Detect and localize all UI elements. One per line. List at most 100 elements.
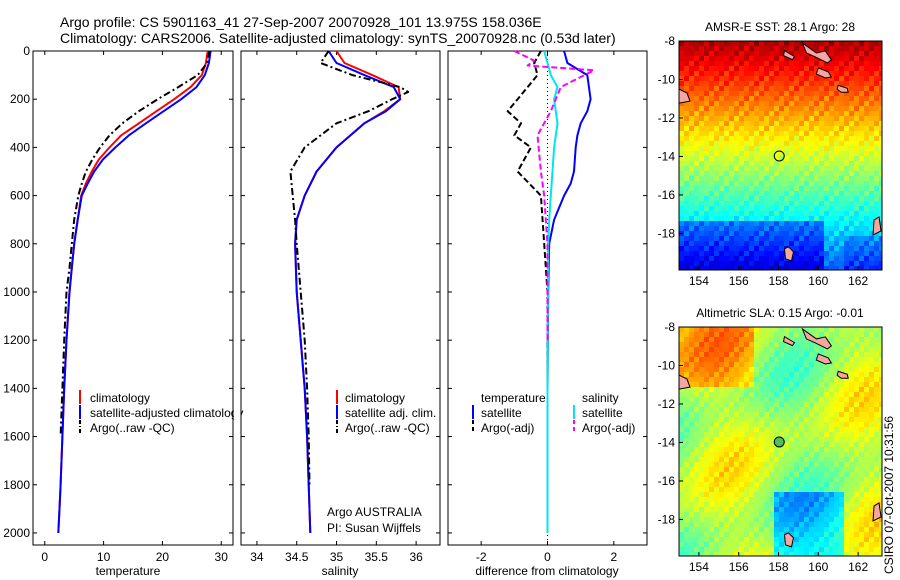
heat-cell bbox=[694, 41, 700, 47]
heat-cell bbox=[684, 191, 690, 197]
heat-cell bbox=[704, 151, 710, 157]
heat-cell bbox=[859, 402, 865, 408]
heat-cell bbox=[749, 337, 755, 343]
heat-cell bbox=[804, 66, 810, 72]
heat-cell bbox=[774, 121, 780, 127]
heat-cell bbox=[679, 347, 685, 353]
heat-cell bbox=[754, 231, 760, 237]
heat-cell bbox=[839, 337, 845, 343]
heat-cell bbox=[719, 81, 725, 87]
heat-cell bbox=[699, 201, 705, 207]
heat-cell bbox=[794, 41, 800, 47]
heat-cell bbox=[779, 462, 785, 468]
heat-cell bbox=[754, 407, 760, 413]
heat-cell bbox=[864, 382, 870, 388]
heat-cell bbox=[739, 176, 745, 182]
heat-cell bbox=[769, 387, 775, 393]
heat-cell bbox=[829, 221, 835, 227]
heat-cell bbox=[789, 71, 795, 77]
heat-cell bbox=[824, 121, 830, 127]
heat-cell bbox=[719, 417, 725, 423]
heat-cell bbox=[759, 457, 765, 463]
heat-cell bbox=[804, 502, 810, 508]
heat-cell bbox=[834, 191, 840, 197]
heat-cell bbox=[869, 196, 875, 202]
heat-cell bbox=[694, 121, 700, 127]
heat-cell bbox=[844, 522, 850, 528]
heat-cell bbox=[749, 146, 755, 152]
heat-cell bbox=[769, 136, 775, 142]
heat-cell bbox=[759, 256, 765, 262]
heat-cell bbox=[689, 126, 695, 132]
heat-cell bbox=[824, 482, 830, 488]
heat-cell bbox=[879, 116, 882, 122]
y-tick-label: -16 bbox=[658, 474, 676, 488]
heat-cell bbox=[854, 151, 860, 157]
heat-cell bbox=[684, 357, 690, 363]
heat-cell bbox=[729, 487, 735, 493]
heat-cell bbox=[814, 402, 820, 408]
heat-cell bbox=[774, 382, 780, 388]
salinity-panel: 34 34.5 35 35.5 36 salinity Argo AUSTRALIA P… bbox=[240, 50, 441, 578]
heat-cell bbox=[699, 216, 705, 222]
heat-cell bbox=[794, 397, 800, 403]
heat-cell bbox=[744, 382, 750, 388]
heat-cell bbox=[769, 407, 775, 413]
heat-cell bbox=[734, 542, 740, 548]
heat-cell bbox=[739, 337, 745, 343]
series-line-argo-raw-qc- bbox=[59, 50, 211, 437]
heat-cell bbox=[679, 186, 685, 192]
heat-cell bbox=[724, 362, 730, 368]
heat-cell bbox=[734, 211, 740, 217]
heat-cell bbox=[849, 512, 855, 518]
heat-cell bbox=[854, 226, 860, 232]
island-outline bbox=[782, 49, 796, 61]
heat-cell bbox=[869, 206, 875, 212]
heat-cell bbox=[709, 131, 715, 137]
heat-cell bbox=[879, 422, 882, 428]
heat-cell bbox=[724, 527, 730, 533]
heat-cell bbox=[814, 56, 820, 62]
heat-cell bbox=[794, 522, 800, 528]
heat-cell bbox=[699, 477, 705, 483]
heat-cell bbox=[774, 176, 780, 182]
heat-cell bbox=[879, 527, 882, 533]
heat-cell bbox=[719, 457, 725, 463]
heat-cell bbox=[744, 327, 750, 333]
heat-cell bbox=[824, 91, 830, 97]
heat-cell bbox=[759, 161, 765, 167]
heat-cell bbox=[764, 56, 770, 62]
heat-cell bbox=[744, 186, 750, 192]
heat-cell bbox=[834, 256, 840, 262]
heat-cell bbox=[764, 166, 770, 172]
heat-cell bbox=[719, 377, 725, 383]
heat-cell bbox=[794, 146, 800, 152]
x-tick-label: 35 bbox=[330, 550, 344, 564]
heat-cell bbox=[704, 417, 710, 423]
heat-cell bbox=[809, 121, 815, 127]
heat-cell bbox=[829, 352, 835, 358]
heat-cell bbox=[759, 166, 765, 172]
heat-cell bbox=[694, 136, 700, 142]
heat-cell bbox=[804, 116, 810, 122]
heat-cell bbox=[754, 76, 760, 82]
heat-cell bbox=[874, 241, 880, 247]
heat-cell bbox=[809, 256, 815, 262]
heat-cell bbox=[814, 467, 820, 473]
heat-cell bbox=[769, 552, 775, 556]
heat-cell bbox=[769, 477, 775, 483]
heat-cell bbox=[824, 442, 830, 448]
island-outline bbox=[872, 216, 882, 236]
heat-cell bbox=[804, 552, 810, 556]
heat-cell bbox=[704, 226, 710, 232]
heat-cell bbox=[839, 432, 845, 438]
heat-cell bbox=[764, 412, 770, 418]
heat-cell bbox=[714, 51, 720, 57]
heat-cell bbox=[724, 357, 730, 363]
heat-cell bbox=[734, 357, 740, 363]
heat-cell bbox=[869, 342, 875, 348]
heat-cell bbox=[774, 221, 780, 227]
heat-cell bbox=[764, 126, 770, 132]
heat-cell bbox=[794, 477, 800, 483]
heat-cell bbox=[739, 226, 745, 232]
